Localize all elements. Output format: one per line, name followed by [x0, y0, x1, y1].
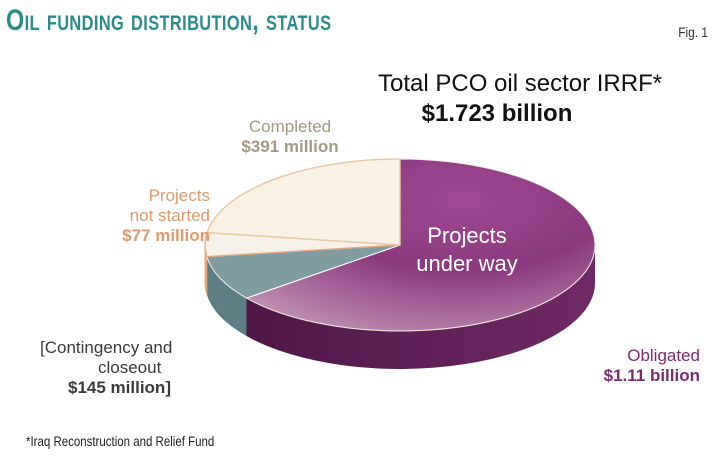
pie-inside-label-line: under way	[416, 251, 518, 276]
pie-inside-label: Projects under way	[416, 223, 518, 276]
total-value: $1.723 billion	[421, 100, 573, 127]
pie-side-contingency-and-closeout	[206, 256, 247, 337]
figure-number: Fig. 1	[678, 24, 708, 40]
label-contingency: [Contingency and closeout $145 million]	[40, 338, 173, 397]
pie-depth	[204, 244, 596, 369]
pie-side-obligated	[246, 245, 596, 369]
label-projects-not-started: Projects not started $77 million	[122, 186, 210, 245]
pie-slices	[204, 158, 596, 332]
chart-title: Oil funding distribution, status	[6, 4, 332, 37]
label-obligated: Obligated $1.11 billion	[603, 346, 700, 385]
pie-rim	[204, 158, 596, 332]
label-completed: Completed $391 million	[241, 117, 339, 156]
pie-slice-completed	[206, 158, 401, 246]
pie-inside-label-line: Projects	[427, 223, 506, 248]
footnote: *Iraq Reconstruction and Relief Fund	[26, 433, 215, 449]
total-label: Total PCO oil sector IRRF*	[378, 70, 663, 97]
